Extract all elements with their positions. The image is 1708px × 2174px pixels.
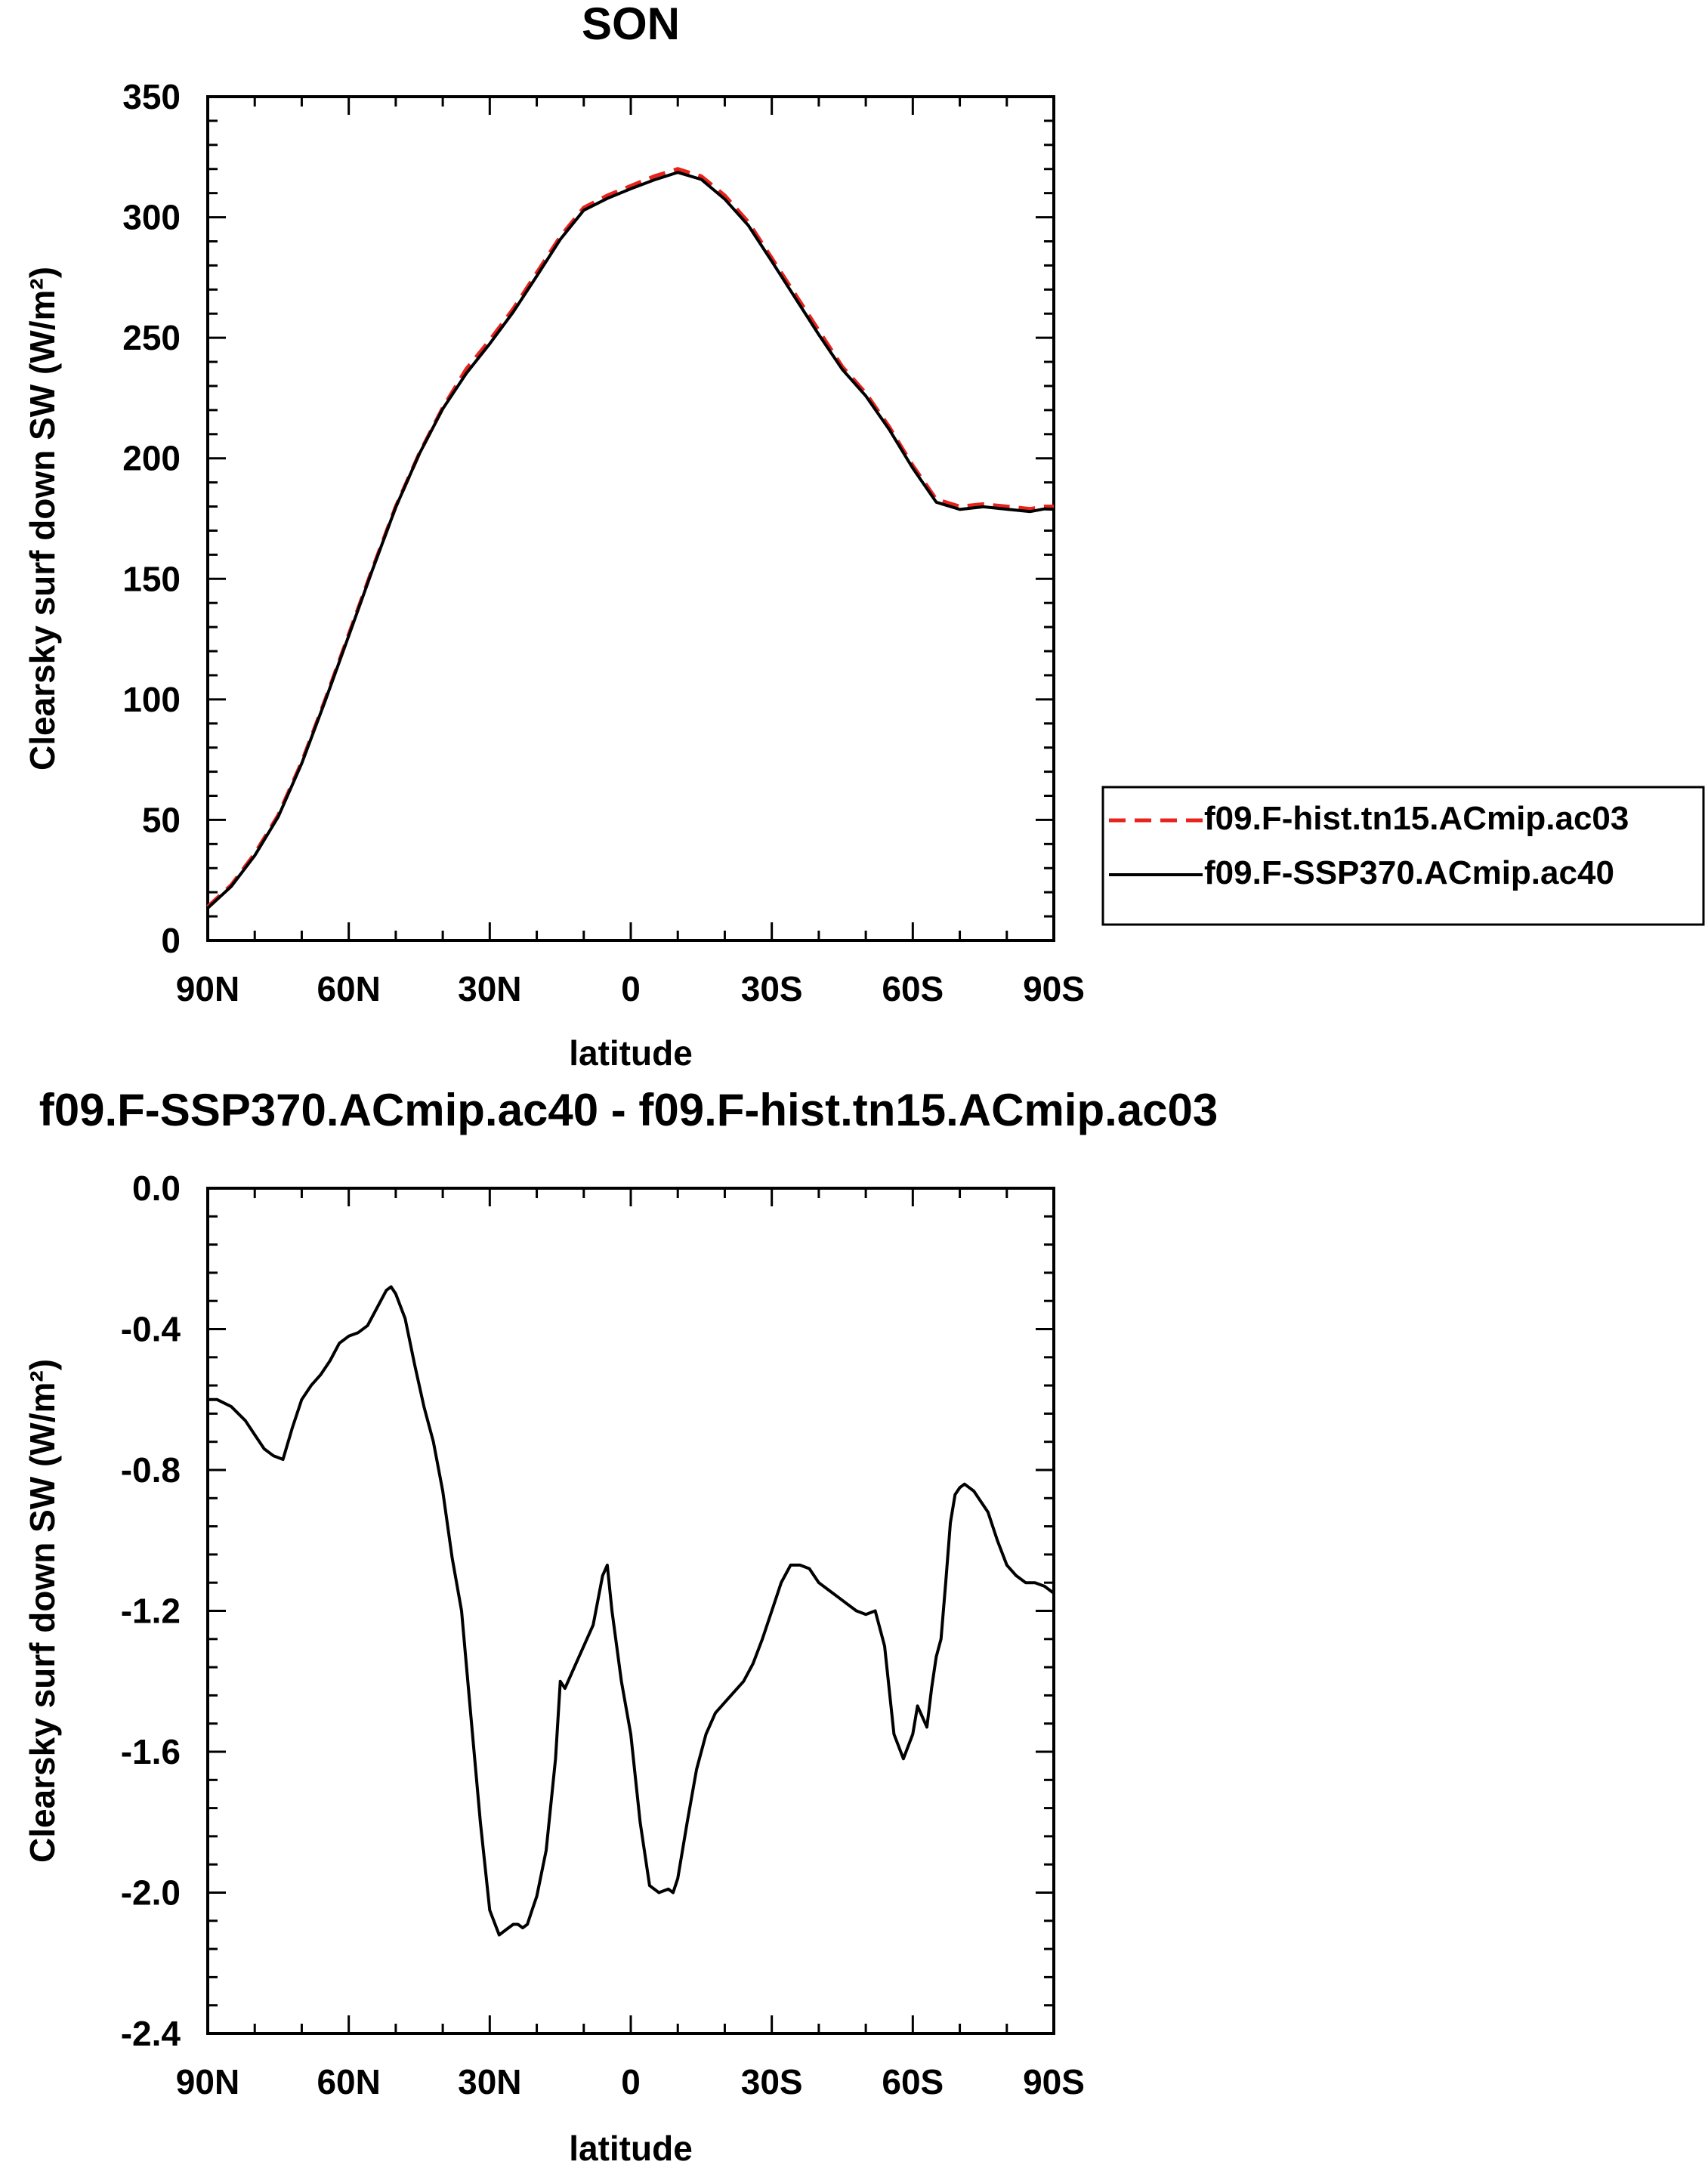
x-tick-label: 60N [317,969,380,1008]
chart-panel-1: SON 0 50 100 150 200 250 300 350 90N 60N 30N 0 30S 60S… [23,0,1705,1073]
y-tick-label: 0.0 [132,1169,181,1208]
x-tick-label: 90N [176,969,239,1008]
plot-frame [206,1187,1055,2035]
y-tick-label: 250 [122,318,181,357]
y-tick-label: 50 [142,800,181,839]
x-axis-label: latitude [569,1033,693,1073]
y-tick-label: 150 [122,559,181,598]
chart-title: SON [582,0,680,49]
series-line-1 [206,167,1054,909]
y-axis-label: Clearsky surf down SW (W/m²) [23,1359,62,1863]
x-tick-label: 60N [317,2062,380,2101]
y-tick-label: 300 [122,198,181,237]
x-tick-label: 90S [1023,969,1085,1008]
y-tick-label: -0.8 [121,1450,181,1490]
y-axis-label: Clearsky surf down SW (W/m²) [23,267,62,770]
x-tick-label: 0 [621,969,641,1008]
x-tick-label: 30S [741,969,803,1008]
x-tick-label: 30N [458,2062,521,2101]
y-tick-label: -0.4 [121,1310,181,1349]
x-tick-label: 0 [621,2062,641,2101]
legend: f09.F-hist.tn15.ACmip.ac03 f09.F-SSP370.A… [1101,786,1705,926]
legend-box [1101,786,1705,926]
x-tick-label: 90N [176,2062,239,2101]
x-tick-label: 30S [741,2062,803,2101]
y-tick-label: -2.4 [121,2014,181,2053]
y-tick-label: -1.2 [121,1592,181,1631]
y-tick-label: -2.0 [121,1873,181,1913]
y-tick-label: -1.6 [121,1732,181,1771]
chart-panel-2: f09.F-SSP370.ACmip.ac40 - f09.F-hist.tn1… [23,1085,1218,2168]
y-tick-label: 350 [122,77,181,116]
legend-label-2: f09.F-SSP370.ACmip.ac40 [1204,854,1614,891]
x-tick-label: 60S [882,969,944,1008]
series-line-2 [206,171,1055,909]
x-tick-label: 30N [458,969,521,1008]
y-tick-label: 200 [122,439,181,478]
series-line-1 [208,1285,1055,1937]
x-axis-label: latitude [569,2129,693,2168]
plot-frame [206,95,1055,942]
chart-title: f09.F-SSP370.ACmip.ac40 - f09.F-hist.tn1… [39,1085,1218,1135]
x-tick-label: 90S [1023,2062,1085,2101]
y-tick-label: 0 [161,921,181,960]
y-tick-label: 100 [122,680,181,719]
x-tick-label: 60S [882,2062,944,2101]
legend-label-1: f09.F-hist.tn15.ACmip.ac03 [1204,800,1629,837]
